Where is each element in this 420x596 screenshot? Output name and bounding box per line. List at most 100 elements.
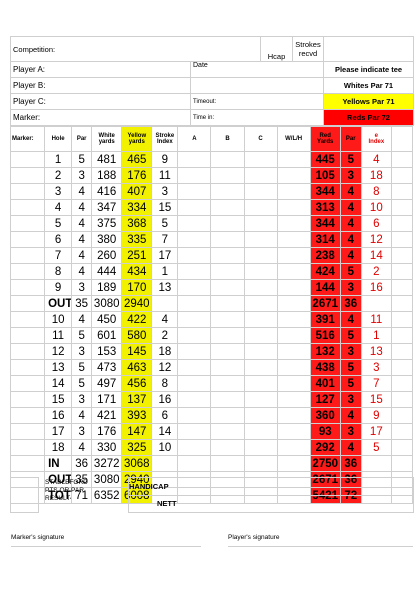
- marker-cell[interactable]: [9, 439, 46, 456]
- player-c-score-cell[interactable]: [243, 199, 278, 216]
- player-c-score-cell[interactable]: [243, 391, 278, 408]
- player-b-score-cell[interactable]: [210, 295, 245, 312]
- marker-cell[interactable]: [9, 167, 46, 184]
- player-c-score-cell[interactable]: [243, 455, 278, 472]
- wlh-cell[interactable]: [276, 183, 311, 200]
- player-a-score-cell[interactable]: [177, 279, 212, 296]
- player-b-score-cell[interactable]: [210, 439, 245, 456]
- wlh-cell[interactable]: [276, 455, 311, 472]
- marker-cell[interactable]: [9, 423, 46, 440]
- player-b-score-cell[interactable]: [210, 151, 245, 168]
- wlh-cell[interactable]: [276, 391, 311, 408]
- player-c-score-cell[interactable]: [243, 375, 278, 392]
- player-c-score-cell[interactable]: [243, 407, 278, 424]
- player-b-score-cell[interactable]: [210, 231, 245, 248]
- player-a-score-cell[interactable]: [177, 455, 212, 472]
- reds-tee-option[interactable]: Reds Par 72: [323, 109, 415, 126]
- wlh-cell[interactable]: [276, 439, 311, 456]
- player-c-score-cell[interactable]: [243, 247, 278, 264]
- player-c-score-cell[interactable]: [243, 327, 278, 344]
- player-a-score-cell[interactable]: [177, 439, 212, 456]
- marker-cell[interactable]: [9, 407, 46, 424]
- extra-cell[interactable]: [390, 311, 414, 328]
- marker-cell[interactable]: [9, 359, 46, 376]
- wlh-cell[interactable]: [276, 231, 311, 248]
- player-a-score-cell[interactable]: [177, 263, 212, 280]
- player-c-score-cell[interactable]: [243, 183, 278, 200]
- player-a-score-cell[interactable]: [177, 215, 212, 232]
- player-a-score-cell[interactable]: [177, 359, 212, 376]
- wlh-cell[interactable]: [276, 359, 311, 376]
- extra-cell[interactable]: [390, 375, 414, 392]
- marker-cell[interactable]: [9, 151, 46, 168]
- player-c-score-cell[interactable]: [243, 215, 278, 232]
- stableford-box[interactable]: [10, 477, 39, 513]
- player-c-score-cell[interactable]: [243, 359, 278, 376]
- handicap-value[interactable]: [190, 477, 414, 496]
- marker-signature-line[interactable]: [11, 546, 201, 547]
- player-b-score-cell[interactable]: [210, 183, 245, 200]
- extra-cell[interactable]: [390, 391, 414, 408]
- marker-cell[interactable]: [9, 343, 46, 360]
- player-c-score-cell[interactable]: [243, 263, 278, 280]
- marker-cell[interactable]: [9, 391, 46, 408]
- player-b-score-cell[interactable]: [210, 391, 245, 408]
- extra-cell[interactable]: [390, 407, 414, 424]
- player-a-score-cell[interactable]: [177, 343, 212, 360]
- player-a-score-cell[interactable]: [177, 167, 212, 184]
- extra-cell[interactable]: [390, 247, 414, 264]
- extra-cell[interactable]: [390, 215, 414, 232]
- player-a-score-cell[interactable]: [177, 391, 212, 408]
- wlh-cell[interactable]: [276, 199, 311, 216]
- extra-cell[interactable]: [390, 359, 414, 376]
- wlh-cell[interactable]: [276, 375, 311, 392]
- player-b-score-cell[interactable]: [210, 455, 245, 472]
- player-a-score-cell[interactable]: [177, 247, 212, 264]
- player-c-score-cell[interactable]: [243, 311, 278, 328]
- player-a-score-cell[interactable]: [177, 311, 212, 328]
- extra-cell[interactable]: [390, 151, 414, 168]
- player-b-score-cell[interactable]: [210, 167, 245, 184]
- extra-cell[interactable]: [390, 327, 414, 344]
- marker-cell[interactable]: [9, 199, 46, 216]
- extra-cell[interactable]: [390, 439, 414, 456]
- wlh-cell[interactable]: [276, 263, 311, 280]
- wlh-cell[interactable]: [276, 295, 311, 312]
- marker-cell[interactable]: [9, 295, 46, 312]
- player-b-score-cell[interactable]: [210, 279, 245, 296]
- wlh-cell[interactable]: [276, 407, 311, 424]
- marker-cell[interactable]: [9, 231, 46, 248]
- player-c-score-cell[interactable]: [243, 343, 278, 360]
- marker-cell[interactable]: [9, 247, 46, 264]
- extra-cell[interactable]: [390, 295, 414, 312]
- player-c-score-cell[interactable]: [243, 423, 278, 440]
- wlh-cell[interactable]: [276, 215, 311, 232]
- extra-cell[interactable]: [390, 231, 414, 248]
- player-a-score-cell[interactable]: [177, 407, 212, 424]
- whites-tee-option[interactable]: Whites Par 71: [323, 77, 415, 94]
- player-a-score-cell[interactable]: [177, 295, 212, 312]
- player-b-score-cell[interactable]: [210, 311, 245, 328]
- player-b-score-cell[interactable]: [210, 407, 245, 424]
- player-b-score-cell[interactable]: [210, 423, 245, 440]
- player-b-score-cell[interactable]: [210, 343, 245, 360]
- yellows-tee-option[interactable]: Yellows Par 71: [323, 93, 415, 110]
- player-c-score-cell[interactable]: [243, 279, 278, 296]
- player-c-score-cell[interactable]: [243, 231, 278, 248]
- wlh-cell[interactable]: [276, 279, 311, 296]
- player-b-score-cell[interactable]: [210, 215, 245, 232]
- marker-cell[interactable]: [9, 375, 46, 392]
- extra-cell[interactable]: [390, 183, 414, 200]
- player-a-score-cell[interactable]: [177, 231, 212, 248]
- wlh-cell[interactable]: [276, 343, 311, 360]
- marker-cell[interactable]: [9, 327, 46, 344]
- extra-cell[interactable]: [390, 455, 414, 472]
- extra-cell[interactable]: [390, 263, 414, 280]
- player-a-score-cell[interactable]: [177, 327, 212, 344]
- extra-cell[interactable]: [390, 167, 414, 184]
- player-b-score-cell[interactable]: [210, 247, 245, 264]
- marker-cell[interactable]: [9, 311, 46, 328]
- player-c-score-cell[interactable]: [243, 167, 278, 184]
- wlh-cell[interactable]: [276, 311, 311, 328]
- wlh-cell[interactable]: [276, 423, 311, 440]
